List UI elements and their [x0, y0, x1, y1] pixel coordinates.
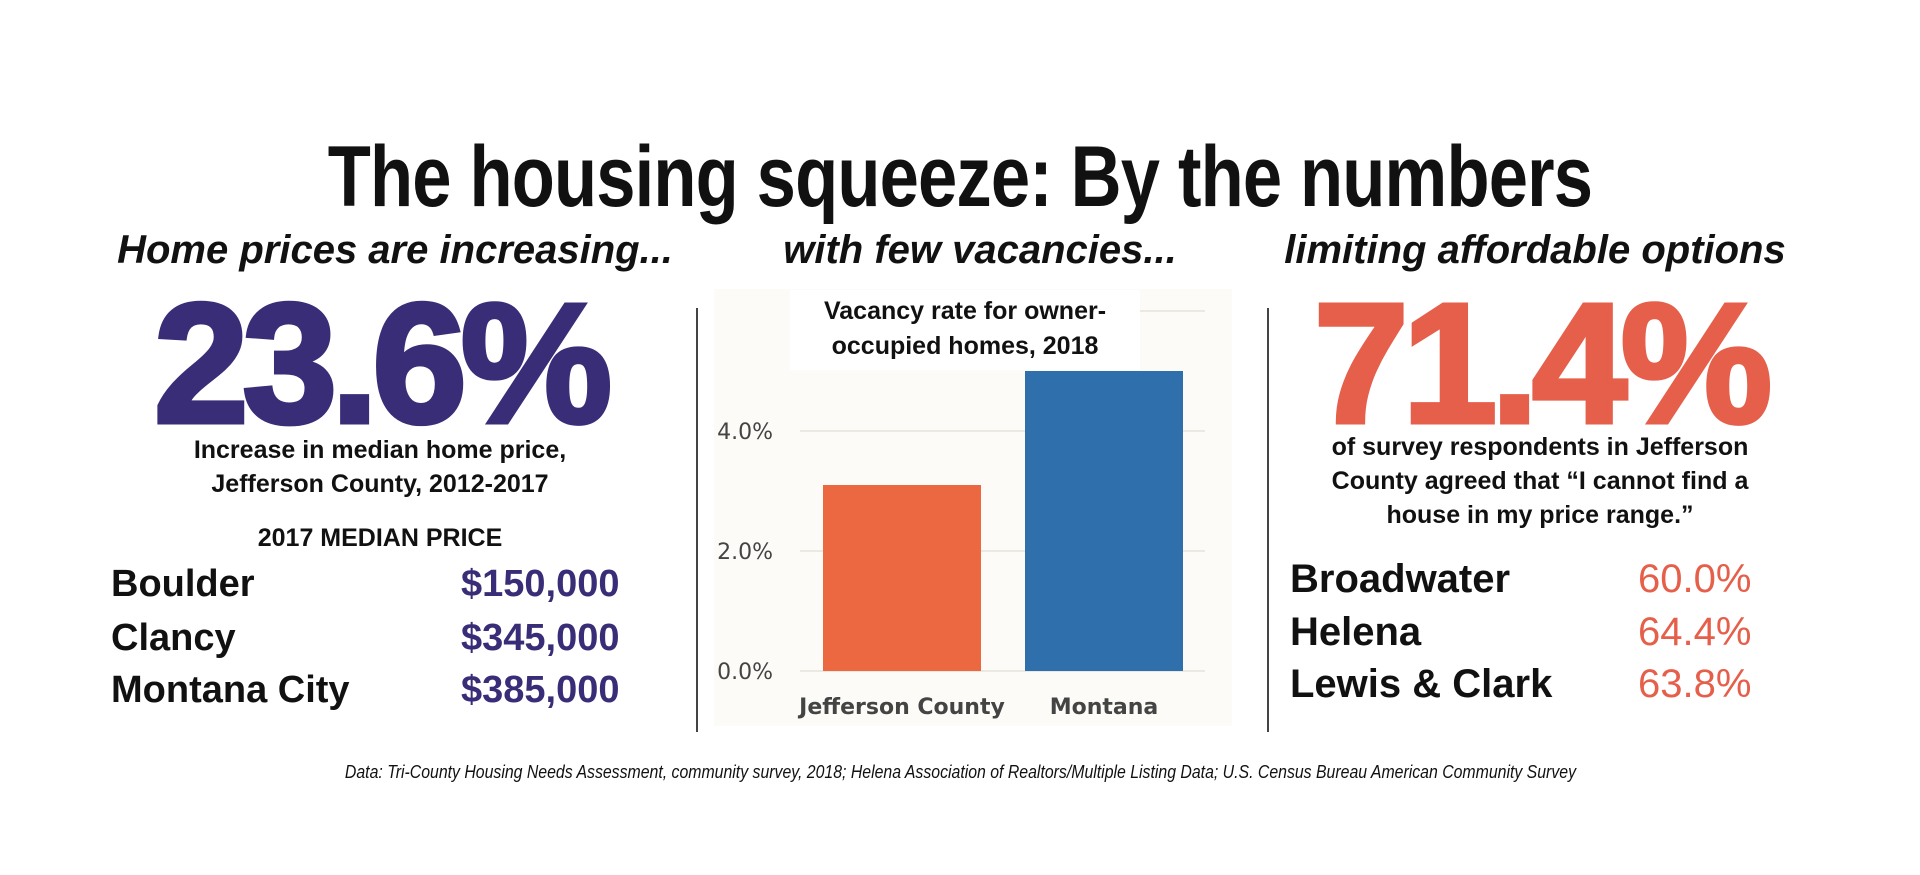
y-tick-label: 0.0% [717, 660, 773, 685]
caption-line: house in my price range.” [1386, 501, 1694, 529]
row-name: Lewis & Clark [1290, 662, 1553, 706]
caption-line: of survey respondents in Jefferson [1331, 433, 1749, 461]
survey-caption: of survey respondents in Jefferson Count… [1280, 430, 1800, 532]
bar-montana [1025, 371, 1183, 671]
row-value: $385,000 [461, 669, 620, 711]
row-value: 64.4% [1638, 610, 1752, 654]
right-subhead: limiting affordable options [1284, 228, 1786, 272]
survey-stat: 71.4% [1311, 269, 1774, 459]
chart-title-line: occupied homes, 2018 [831, 332, 1099, 360]
page-title-text: The housing squeeze: By the numbers [327, 129, 1593, 225]
y-tick-label: 2.0% [717, 540, 773, 565]
footer-text: Data: Tri-County Housing Needs Assessmen… [344, 762, 1576, 782]
median-price-header: 2017 MEDIAN PRICE [257, 524, 503, 552]
x-tick-label: Jefferson County [797, 695, 1005, 720]
price-increase-stat: 23.6% [151, 269, 614, 459]
page-title: The housing squeeze: By the numbers [0, 128, 1920, 227]
column-divider [1267, 308, 1269, 732]
row-value: 63.8% [1638, 662, 1752, 706]
chart-title: Vacancy rate for owner- occupied homes, … [790, 290, 1140, 370]
column-divider [696, 308, 698, 732]
row-name: Broadwater [1290, 557, 1511, 601]
row-value: $150,000 [461, 563, 620, 605]
left-subhead: Home prices are increasing... [117, 228, 673, 272]
chart-title-line: Vacancy rate for owner- [823, 297, 1107, 325]
vacancy-chart: 0.0% 2.0% 4.0% Jefferson County Montana [717, 310, 1205, 720]
middle-subhead: with few vacancies... [783, 228, 1177, 272]
price-increase-caption: Increase in median home price, Jefferson… [100, 433, 660, 501]
row-name: Clancy [111, 617, 236, 659]
x-tick-label: Montana [1050, 695, 1159, 720]
caption-line: Increase in median home price, [193, 436, 567, 464]
caption-line: County agreed that “I cannot find a [1331, 467, 1749, 495]
bar-jefferson-county [823, 485, 981, 671]
row-value: 60.0% [1638, 557, 1752, 601]
row-value: $345,000 [461, 617, 620, 659]
row-name: Boulder [111, 563, 255, 605]
y-tick-label: 4.0% [717, 420, 773, 445]
row-name: Montana City [111, 669, 350, 711]
row-name: Helena [1290, 610, 1422, 654]
data-source-footer: Data: Tri-County Housing Needs Assessmen… [0, 762, 1920, 783]
caption-line: Jefferson County, 2012-2017 [211, 470, 549, 498]
